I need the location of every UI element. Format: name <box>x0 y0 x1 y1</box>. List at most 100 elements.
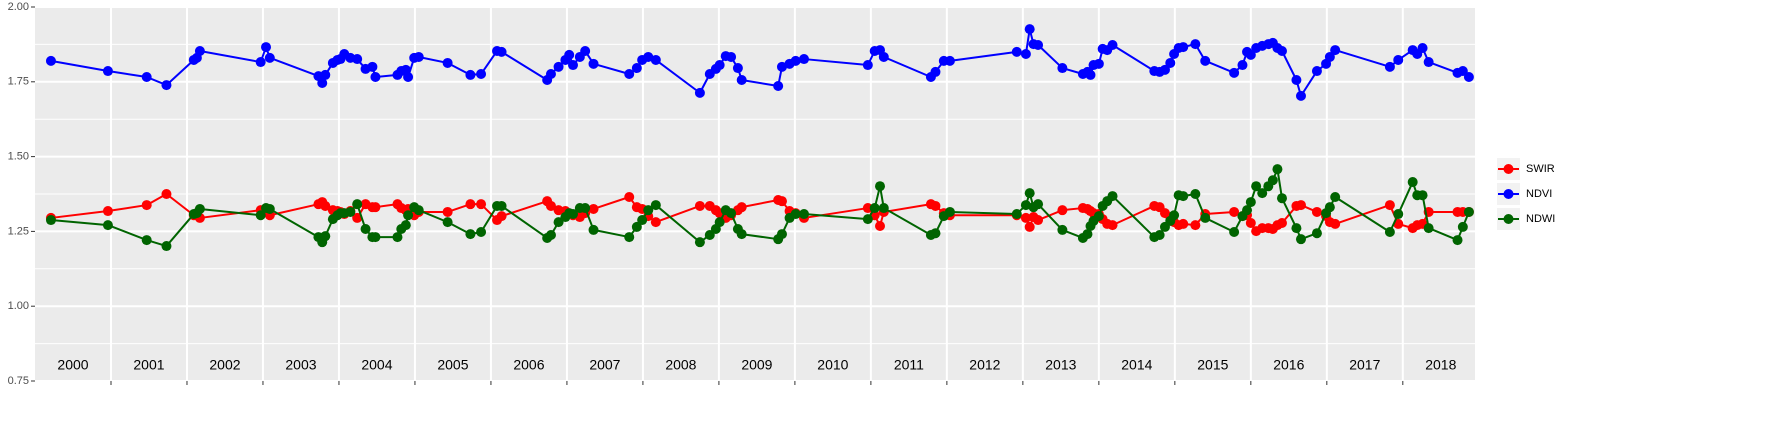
data-point <box>161 80 172 91</box>
data-point <box>345 206 356 217</box>
y-tick-label: 2.00 <box>8 1 29 13</box>
axes: 0.75 1.00 1.25 1.50 1.75 2.00 2000 2001 2002 2003… <box>8 1 1457 387</box>
data-point <box>1033 39 1044 50</box>
data-point <box>1107 191 1118 202</box>
data-point <box>352 54 363 65</box>
data-point <box>773 80 784 91</box>
y-tick-label: 1.00 <box>8 300 29 312</box>
data-point <box>255 57 266 68</box>
data-point <box>442 217 453 228</box>
data-point <box>1251 181 1262 192</box>
data-point <box>1291 223 1302 234</box>
data-point <box>1169 210 1180 221</box>
data-point <box>588 58 599 69</box>
data-point <box>392 232 403 243</box>
legend-label: NDWI <box>1526 213 1555 225</box>
data-point <box>1020 48 1031 59</box>
data-point <box>776 196 787 207</box>
data-point <box>476 226 487 237</box>
year-label: 2007 <box>589 357 620 373</box>
data-point <box>930 66 941 77</box>
data-point <box>694 237 705 248</box>
data-point <box>264 203 275 214</box>
year-label: 2008 <box>665 357 696 373</box>
data-point <box>1200 212 1211 223</box>
data-point <box>141 72 152 83</box>
data-point <box>944 206 955 217</box>
data-point <box>869 203 880 214</box>
data-point <box>1057 205 1068 216</box>
data-point <box>878 203 889 214</box>
data-point <box>496 200 507 211</box>
data-point <box>1190 220 1201 231</box>
data-point <box>317 77 328 88</box>
data-point <box>545 229 556 240</box>
year-label: 2009 <box>741 357 772 373</box>
data-point <box>1423 57 1434 68</box>
data-point <box>580 203 591 214</box>
data-point <box>360 224 371 235</box>
data-point <box>1229 206 1240 217</box>
year-label: 2006 <box>513 357 544 373</box>
data-point <box>944 55 955 66</box>
data-point <box>1024 221 1035 232</box>
data-point <box>568 60 579 71</box>
data-point <box>1311 228 1322 239</box>
data-point <box>650 200 661 211</box>
data-point <box>624 191 635 202</box>
data-point <box>1384 61 1395 72</box>
data-point <box>1463 206 1474 217</box>
data-point <box>1452 235 1463 246</box>
data-point <box>553 217 564 228</box>
data-point <box>1020 212 1031 223</box>
data-point <box>875 221 886 232</box>
data-point <box>1057 224 1068 235</box>
data-point <box>878 51 889 62</box>
data-point <box>1024 24 1035 35</box>
data-point <box>1178 218 1189 229</box>
data-point <box>1190 39 1201 50</box>
data-point <box>564 49 575 60</box>
y-tick-label: 0.75 <box>8 375 29 387</box>
data-point <box>1423 223 1434 234</box>
data-point <box>736 75 747 86</box>
data-point <box>545 200 556 211</box>
data-point <box>694 200 705 211</box>
data-point <box>580 45 591 56</box>
data-point <box>261 42 272 53</box>
data-point <box>370 232 381 243</box>
data-point <box>45 55 56 66</box>
data-point <box>1107 39 1118 50</box>
data-point <box>367 61 378 72</box>
data-point <box>1033 199 1044 210</box>
data-point <box>930 200 941 211</box>
data-point <box>714 60 725 71</box>
data-point <box>352 212 363 223</box>
data-point <box>413 51 424 62</box>
y-tick-label: 1.25 <box>8 225 29 237</box>
year-label: 2004 <box>361 357 392 373</box>
data-point <box>1417 190 1428 201</box>
data-point <box>141 200 152 211</box>
data-point <box>1330 191 1341 202</box>
data-point <box>194 203 205 214</box>
y-tick-label: 1.75 <box>8 76 29 88</box>
data-point <box>553 61 564 72</box>
data-point <box>790 209 801 220</box>
data-point <box>161 189 172 199</box>
data-point <box>1457 221 1468 232</box>
year-label: 2018 <box>1425 357 1456 373</box>
year-label: 2014 <box>1121 357 1152 373</box>
data-point <box>875 181 886 192</box>
data-point <box>1057 63 1068 74</box>
data-point <box>1245 197 1256 208</box>
data-point <box>320 200 331 211</box>
legend-swatch <box>1503 214 1514 224</box>
data-point <box>1417 42 1428 53</box>
year-label: 2016 <box>1273 357 1304 373</box>
legend-label: NDVI <box>1526 188 1552 200</box>
data-point <box>930 228 941 239</box>
data-point <box>736 229 747 240</box>
data-point <box>862 203 873 214</box>
data-point <box>736 202 747 213</box>
